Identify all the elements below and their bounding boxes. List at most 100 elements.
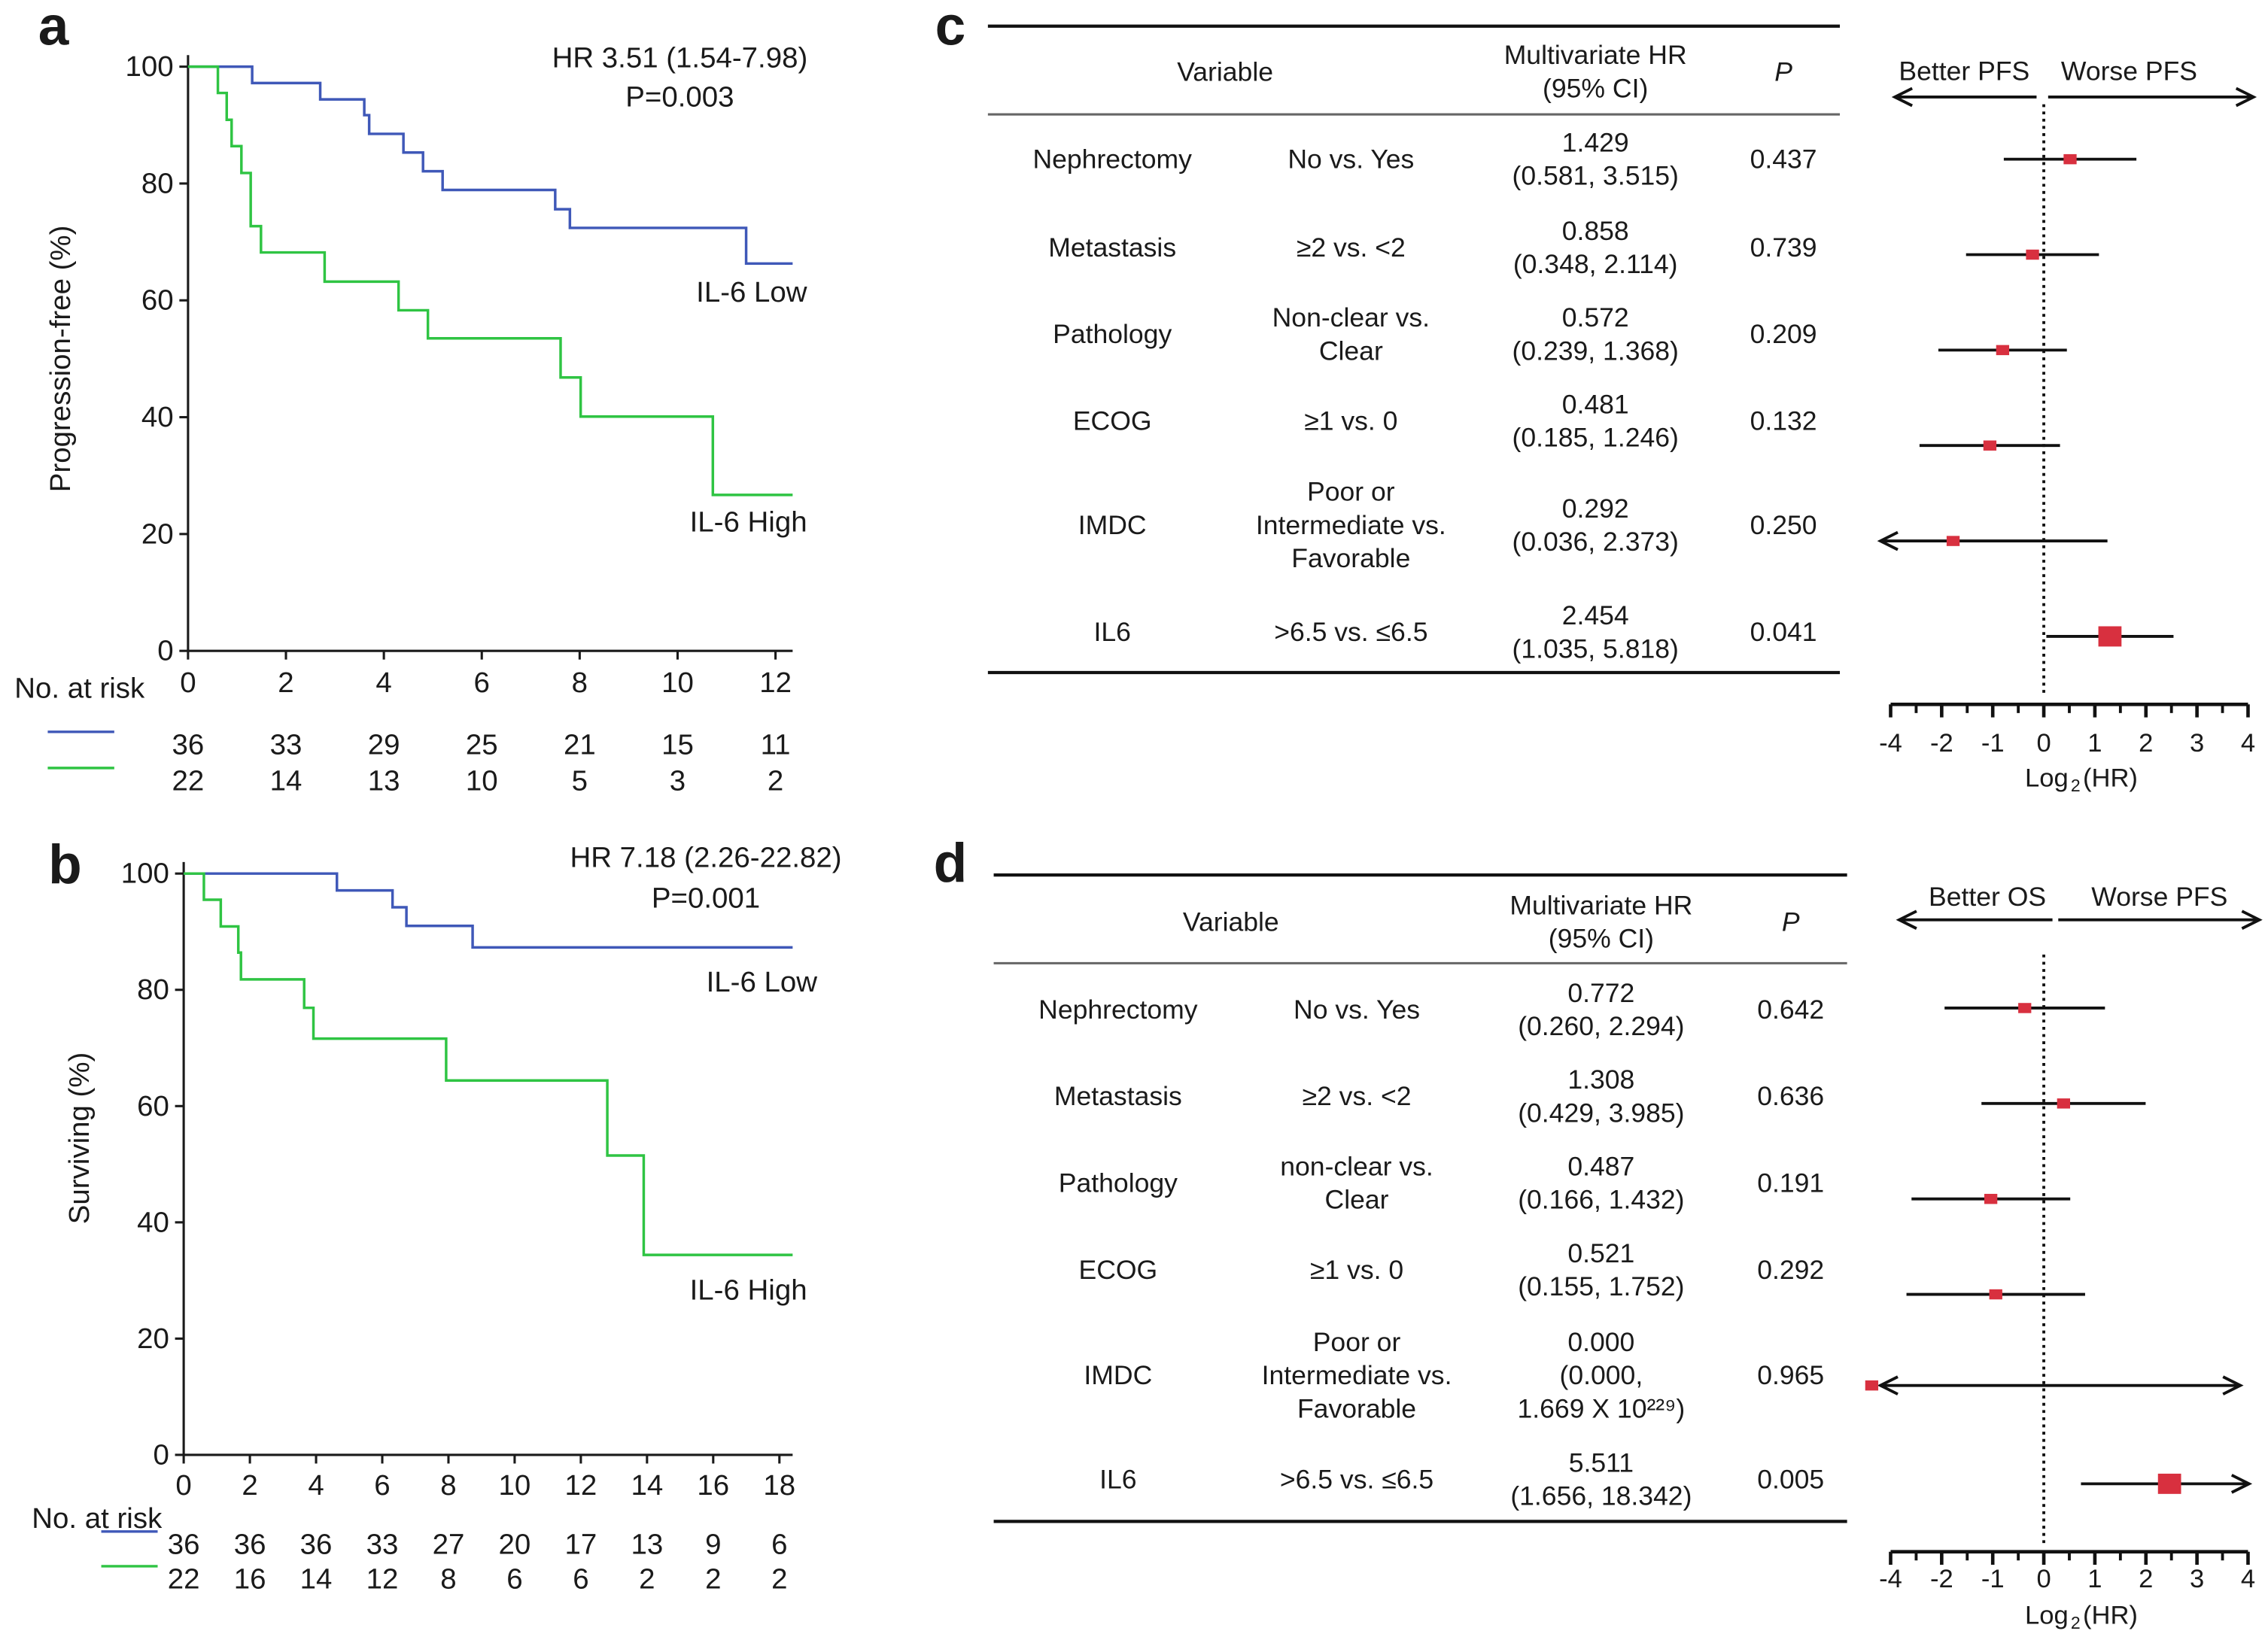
row-p-value: 0.965	[1757, 1360, 1824, 1390]
at-risk-count: 33	[366, 1529, 399, 1561]
y-tick-label: 40	[137, 1206, 169, 1238]
row-variable: Pathology	[1053, 319, 1172, 349]
forest-tick-label: -2	[1930, 1565, 1953, 1593]
row-p-value: 0.041	[1750, 617, 1817, 647]
row-hr: (0.348, 2.114)	[1513, 249, 1678, 279]
x-tick-label: 18	[763, 1469, 795, 1502]
row-variable: Nephrectomy	[1032, 144, 1192, 175]
row-comparison: Poor or	[1307, 477, 1395, 507]
km-curve-il6-high	[187, 65, 793, 497]
row-hr: (0.000,	[1560, 1360, 1643, 1390]
forest-tick-label: 1	[2087, 1565, 2102, 1593]
y-tick-label: 20	[141, 518, 174, 550]
x-tick-label: 14	[631, 1469, 663, 1502]
at-risk-count: 2	[705, 1563, 721, 1596]
row-variable: Metastasis	[1048, 232, 1176, 263]
forest-tick-label: 4	[2241, 1565, 2255, 1593]
arrow-left-icon	[1896, 910, 1917, 930]
forest-tick-label: 0	[2036, 1565, 2051, 1593]
x-tick-label: 4	[308, 1469, 324, 1502]
header-p: P	[1782, 907, 1800, 937]
at-risk-count: 22	[168, 1563, 200, 1596]
row-hr: (0.185, 1.246)	[1513, 423, 1679, 453]
x-tick-label: 4	[375, 667, 391, 699]
hazard-ratio-marker	[1983, 440, 1997, 451]
worse-label: Worse PFS	[2091, 882, 2227, 912]
row-comparison: >6.5 vs. ≤6.5	[1280, 1465, 1433, 1495]
at-risk-count: 8	[440, 1563, 456, 1596]
km-curve-il6-low	[184, 872, 793, 949]
row-hr: (1.035, 5.818)	[1513, 633, 1679, 664]
row-comparison: Poor or	[1313, 1327, 1401, 1357]
at-risk-count: 14	[270, 765, 303, 797]
arrow-right-icon	[2241, 910, 2263, 930]
hazard-ratio-annotation: HR 7.18 (2.26-22.82)	[570, 842, 841, 874]
at-risk-count: 29	[368, 729, 400, 761]
forest-tick-label: 2	[2139, 1565, 2153, 1593]
curve-label: IL-6 Low	[696, 276, 807, 308]
header-variable: Variable	[1177, 56, 1273, 87]
row-hr: 0.858	[1562, 216, 1629, 246]
header-p: P	[1774, 56, 1792, 87]
x-tick-label: 10	[661, 667, 694, 699]
forest-tick-label: -1	[1981, 1565, 2005, 1593]
km-curve-il6-high	[184, 872, 793, 1256]
row-comparison: ≥1 vs. 0	[1310, 1255, 1403, 1285]
forest-tick-label: 2	[2139, 729, 2153, 758]
row-variable: Nephrectomy	[1038, 995, 1198, 1025]
row-hr: 1.429	[1562, 128, 1629, 158]
hazard-ratio-marker	[2157, 1473, 2181, 1494]
hazard-ratio-marker	[1989, 1289, 2002, 1300]
curve-label: IL-6 Low	[707, 966, 818, 998]
at-risk-title: No. at risk	[32, 1502, 163, 1535]
row-comparison: No vs. Yes	[1288, 144, 1414, 175]
header-ci: (95% CI)	[1549, 924, 1654, 954]
at-risk-count: 10	[466, 765, 498, 797]
y-tick-label: 0	[157, 635, 173, 667]
row-hr: (1.656, 18.342)	[1510, 1481, 1692, 1511]
ci-arrow-left-icon	[1877, 1375, 1899, 1395]
y-tick-label: 100	[126, 50, 174, 83]
row-comparison: Clear	[1319, 336, 1383, 366]
hazard-ratio-marker	[2063, 153, 2077, 165]
row-hr: (0.260, 2.294)	[1518, 1011, 1684, 1041]
forest-tick-label: -4	[1879, 1565, 1902, 1593]
forest-x-title-subscript: 2	[2071, 1613, 2081, 1632]
hazard-ratio-marker	[2057, 1098, 2070, 1109]
curve-label: IL-6 High	[690, 1274, 807, 1306]
hazard-ratio-marker	[1865, 1380, 1879, 1391]
hazard-ratio-marker	[1946, 536, 1960, 546]
row-comparison: ≥2 vs. <2	[1303, 1081, 1412, 1111]
row-variable: ECOG	[1073, 406, 1152, 436]
hazard-ratio-annotation: HR 3.51 (1.54-7.98)	[552, 42, 808, 74]
row-hr: 0.000	[1567, 1327, 1634, 1357]
forest-x-title-tail: (HR)	[2083, 1601, 2138, 1629]
better-label: Better OS	[1929, 882, 2046, 912]
at-risk-count: 13	[368, 765, 400, 797]
x-tick-label: 2	[278, 667, 293, 699]
forest-tick-label: -2	[1930, 729, 1953, 758]
at-risk-count: 25	[466, 729, 498, 761]
at-risk-count: 3	[670, 765, 686, 797]
row-hr: 2.454	[1562, 600, 1629, 630]
at-risk-count: 33	[270, 729, 303, 761]
hazard-ratio-marker	[1984, 1193, 1998, 1204]
hazard-ratio-marker	[2098, 626, 2122, 647]
y-tick-label: 40	[141, 401, 174, 433]
row-comparison: Intermediate vs.	[1262, 1360, 1452, 1390]
hazard-ratio-marker	[2026, 249, 2039, 260]
row-p-value: 0.292	[1757, 1255, 1824, 1285]
row-hr: (0.239, 1.368)	[1513, 336, 1679, 366]
at-risk-title: No. at risk	[14, 673, 145, 705]
row-variable: IL6	[1099, 1465, 1136, 1495]
forest-x-title: Log	[2025, 764, 2069, 792]
row-comparison: >6.5 vs. ≤6.5	[1274, 617, 1427, 647]
forest-tick-label: -4	[1879, 729, 1902, 758]
ci-arrow-right-icon	[2230, 1474, 2253, 1494]
at-risk-count: 2	[768, 765, 783, 797]
x-tick-label: 6	[474, 667, 490, 699]
panel-label-b: b	[48, 834, 82, 895]
forest-x-title-tail: (HR)	[2083, 764, 2138, 792]
at-risk-count: 12	[366, 1563, 399, 1596]
